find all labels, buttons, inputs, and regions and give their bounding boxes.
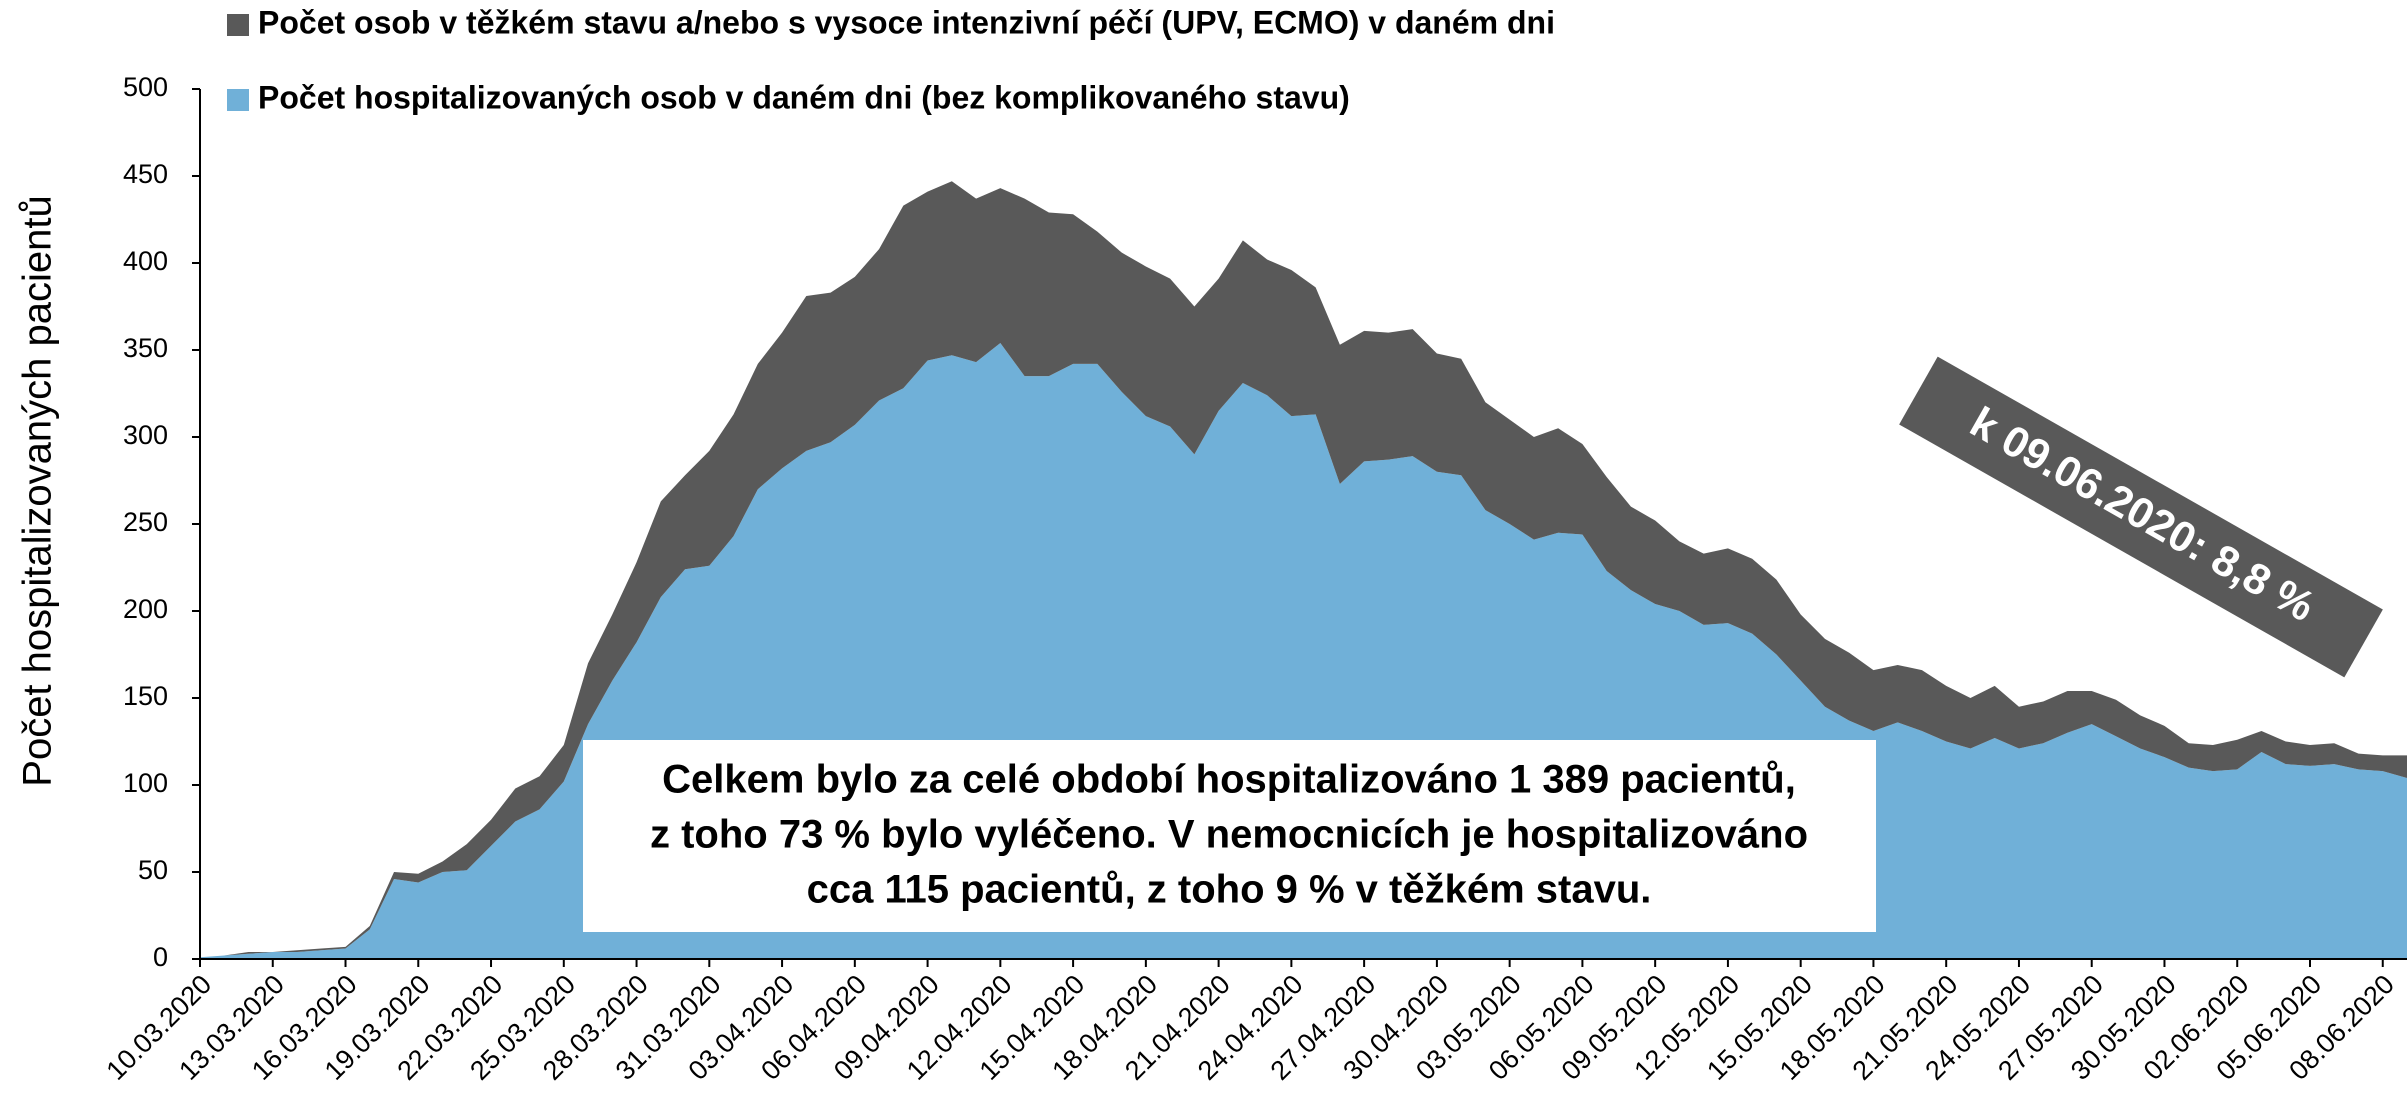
legend-label: Počet hospitalizovaných osob v daném dni… [258,79,1350,115]
legend-swatch [227,14,249,36]
banner-text: k 09.06.2020: 8,8 % [1962,398,2322,631]
annotation-box [583,740,1876,932]
annotation-line: cca 115 pacientů, z toho 9 % v těžkém st… [807,868,1652,912]
legend-swatch [227,89,249,111]
y-tick-label: 0 [153,942,168,972]
annotation-line: Celkem bylo za celé období hospitalizová… [662,758,1796,802]
banner: k 09.06.2020: 8,8 % [1899,356,2383,678]
y-tick-label: 150 [123,681,168,711]
y-tick-label: 200 [123,594,168,624]
y-tick-label: 300 [123,420,168,450]
legend-label: Počet osob v těžkém stavu a/nebo s vysoc… [258,4,1555,40]
y-tick-label: 500 [123,72,168,102]
annotation-line: z toho 73 % bylo vyléčeno. V nemocnicích… [650,813,1808,857]
y-tick-label: 50 [138,855,168,885]
y-tick-label: 250 [123,507,168,537]
y-tick-label: 400 [123,246,168,276]
y-tick-label: 350 [123,333,168,363]
area [200,181,2407,958]
y-tick-label: 450 [123,159,168,189]
y-axis-label: Počet hospitalizovaných pacientů [16,195,60,786]
y-tick-label: 100 [123,768,168,798]
banner-box [1899,356,2383,678]
